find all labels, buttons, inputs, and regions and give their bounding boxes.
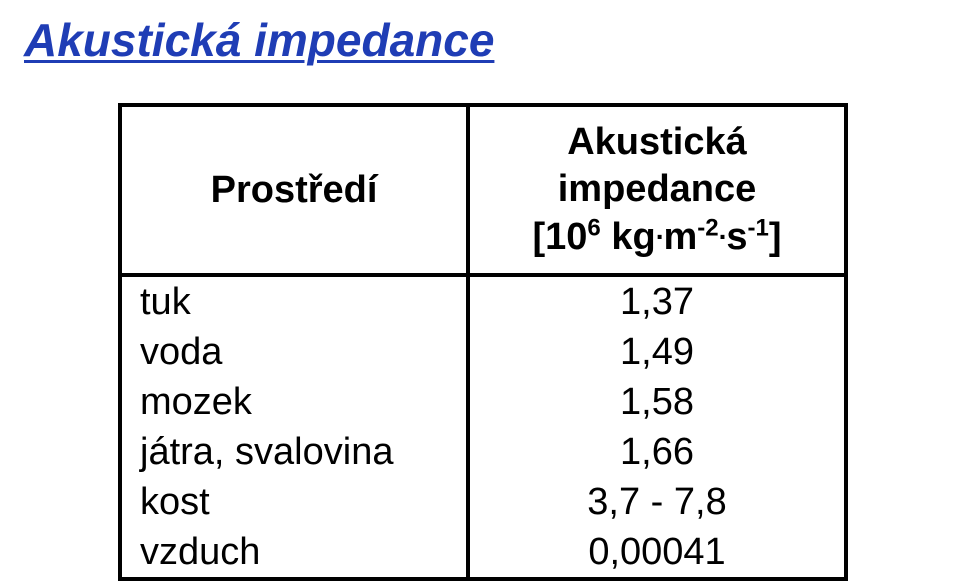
unit-prefix: [10: [533, 216, 588, 258]
unit-dot2: .: [719, 214, 727, 245]
impedance-table: Prostředí Akustická impedance [106 kg.m-…: [118, 103, 848, 581]
row-value: 1,58: [468, 377, 846, 427]
row-label: vzduch: [120, 527, 468, 579]
row-label: kost: [120, 477, 468, 527]
table-row: voda 1,49: [120, 327, 846, 377]
unit-dot1: .: [656, 214, 664, 245]
row-label: mozek: [120, 377, 468, 427]
table-body: tuk 1,37 voda 1,49 mozek 1,58 játra, sva…: [120, 275, 846, 579]
header-line2: impedance: [470, 166, 844, 214]
table-row: vzduch 0,00041: [120, 527, 846, 579]
row-label: voda: [120, 327, 468, 377]
page-title: Akustická impedance: [18, 13, 941, 67]
unit-s: s: [726, 216, 747, 258]
header-unit: [106 kg.m-2.s-1]: [470, 214, 844, 262]
table-row: játra, svalovina 1,66: [120, 427, 846, 477]
row-label: tuk: [120, 275, 468, 327]
row-value: 3,7 - 7,8: [468, 477, 846, 527]
table-row: tuk 1,37: [120, 275, 846, 327]
table-row: mozek 1,58: [120, 377, 846, 427]
table-header-row: Prostředí Akustická impedance [106 kg.m-…: [120, 105, 846, 275]
unit-suffix: ]: [769, 216, 782, 258]
unit-exp2: -2: [697, 214, 718, 241]
page: Akustická impedance Prostředí Akustická …: [0, 0, 959, 570]
row-value: 0,00041: [468, 527, 846, 579]
header-line1: Akustická: [470, 119, 844, 167]
row-value: 1,37: [468, 275, 846, 327]
table-row: kost 3,7 - 7,8: [120, 477, 846, 527]
row-label: játra, svalovina: [120, 427, 468, 477]
unit-kg: kg: [601, 216, 656, 258]
unit-m: m: [663, 216, 697, 258]
row-value: 1,66: [468, 427, 846, 477]
col-header-prostredi: Prostředí: [120, 105, 468, 275]
impedance-table-wrap: Prostředí Akustická impedance [106 kg.m-…: [118, 103, 848, 581]
unit-exp1: 6: [587, 214, 600, 241]
unit-exp3: -1: [748, 214, 769, 241]
row-value: 1,49: [468, 327, 846, 377]
col-header-impedance: Akustická impedance [106 kg.m-2.s-1]: [468, 105, 846, 275]
